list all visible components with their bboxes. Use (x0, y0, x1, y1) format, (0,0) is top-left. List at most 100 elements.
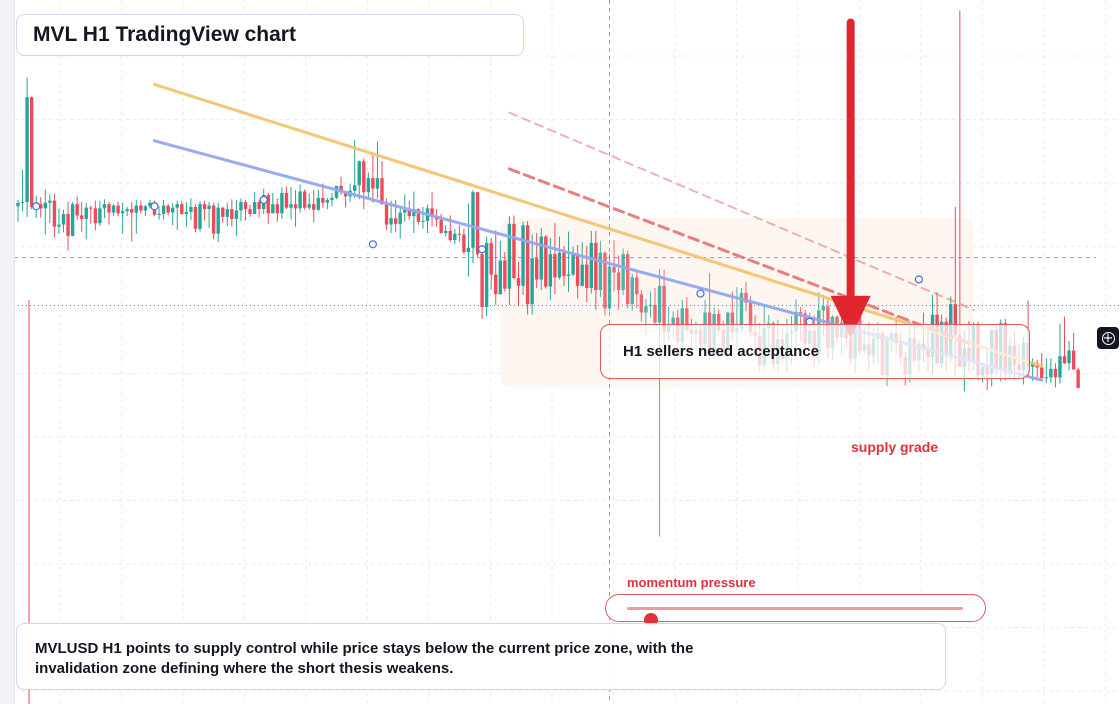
candle-body (585, 264, 589, 288)
candle-body (644, 306, 648, 313)
pivot-marker (368, 240, 377, 249)
candle-body (175, 204, 179, 208)
candle (307, 193, 311, 210)
candle (252, 192, 257, 215)
candle-body (330, 197, 334, 200)
candle-body (375, 178, 380, 189)
momentum-slider[interactable] (605, 594, 986, 627)
candle (626, 250, 630, 309)
candle (66, 202, 70, 251)
candle (498, 240, 502, 295)
candle (221, 206, 225, 223)
candle-body (453, 233, 457, 241)
candle (621, 248, 625, 295)
candle-body (512, 223, 516, 279)
candle-body (416, 209, 421, 222)
candle (375, 141, 380, 199)
candle (425, 204, 430, 234)
candle-body (211, 205, 216, 234)
candle (284, 186, 289, 210)
candle-body (685, 308, 689, 331)
candle (171, 203, 175, 226)
candle-body (530, 258, 534, 305)
candle (1044, 358, 1048, 383)
candle (198, 201, 202, 232)
candle (635, 269, 639, 309)
candle (202, 200, 207, 221)
sellers-callout: H1 sellers need acceptance (600, 324, 1030, 379)
candle (512, 215, 516, 280)
candle-body (594, 242, 598, 291)
candle-body (243, 202, 248, 210)
candle-body (293, 204, 298, 209)
candle-body (498, 260, 502, 295)
candle (98, 200, 102, 226)
candle (43, 189, 47, 235)
candle (1053, 363, 1058, 388)
candle (120, 202, 125, 234)
candle (143, 204, 148, 217)
candle-body (739, 292, 744, 329)
summary-text: MVLUSD H1 points to supply control while… (35, 640, 694, 677)
candle-body (471, 192, 475, 248)
candle (648, 291, 653, 318)
candle (61, 209, 66, 233)
candle (312, 190, 316, 223)
candle (161, 199, 166, 220)
candle-body (193, 206, 198, 229)
pivot-marker (150, 202, 159, 211)
pivot-markers (32, 195, 924, 326)
candle (334, 185, 339, 200)
candle-body (29, 97, 34, 207)
candle (544, 235, 548, 289)
candle-body (257, 202, 261, 210)
candle (516, 261, 521, 307)
candle (289, 187, 293, 220)
candle (362, 158, 366, 210)
candle (248, 204, 252, 217)
candle (257, 199, 261, 218)
candle-body (148, 202, 152, 207)
candle (207, 202, 211, 229)
candle-body (125, 209, 129, 212)
candle (139, 200, 143, 214)
projection-arrow (830, 18, 871, 338)
candle (421, 206, 425, 229)
summary-card: MVLUSD H1 points to supply control while… (16, 623, 946, 690)
candle (29, 96, 34, 210)
candle-body (357, 161, 361, 186)
candle-body (198, 204, 202, 229)
momentum-label: momentum pressure (627, 575, 756, 590)
candle-body (748, 302, 753, 333)
pivot-marker (478, 245, 487, 254)
candle-body (334, 185, 339, 198)
candle-body (494, 274, 498, 295)
trend-line-supply_dashed (507, 167, 975, 347)
candle (475, 192, 480, 258)
candle-body (744, 292, 748, 303)
candle (535, 233, 539, 288)
candle-body (953, 304, 957, 336)
candle-body (717, 313, 721, 331)
candle (234, 199, 239, 236)
candle-body (798, 311, 803, 314)
candle-body (325, 199, 330, 203)
candle-body (98, 208, 102, 224)
candle (657, 268, 662, 537)
candle (107, 202, 111, 225)
candle (557, 236, 562, 280)
candle (1076, 367, 1080, 389)
candle-body (252, 202, 257, 215)
candle-body (616, 272, 621, 291)
plus-circle-icon[interactable]: + (1097, 327, 1119, 349)
candle-body (489, 242, 493, 275)
candle-body (312, 204, 316, 210)
candle (193, 204, 198, 233)
candle (20, 169, 25, 212)
candle-body (575, 254, 580, 286)
pivot-marker (259, 195, 268, 205)
candle-body (266, 195, 270, 214)
candle (466, 203, 471, 277)
candle-body (366, 178, 371, 193)
candle (175, 200, 179, 231)
